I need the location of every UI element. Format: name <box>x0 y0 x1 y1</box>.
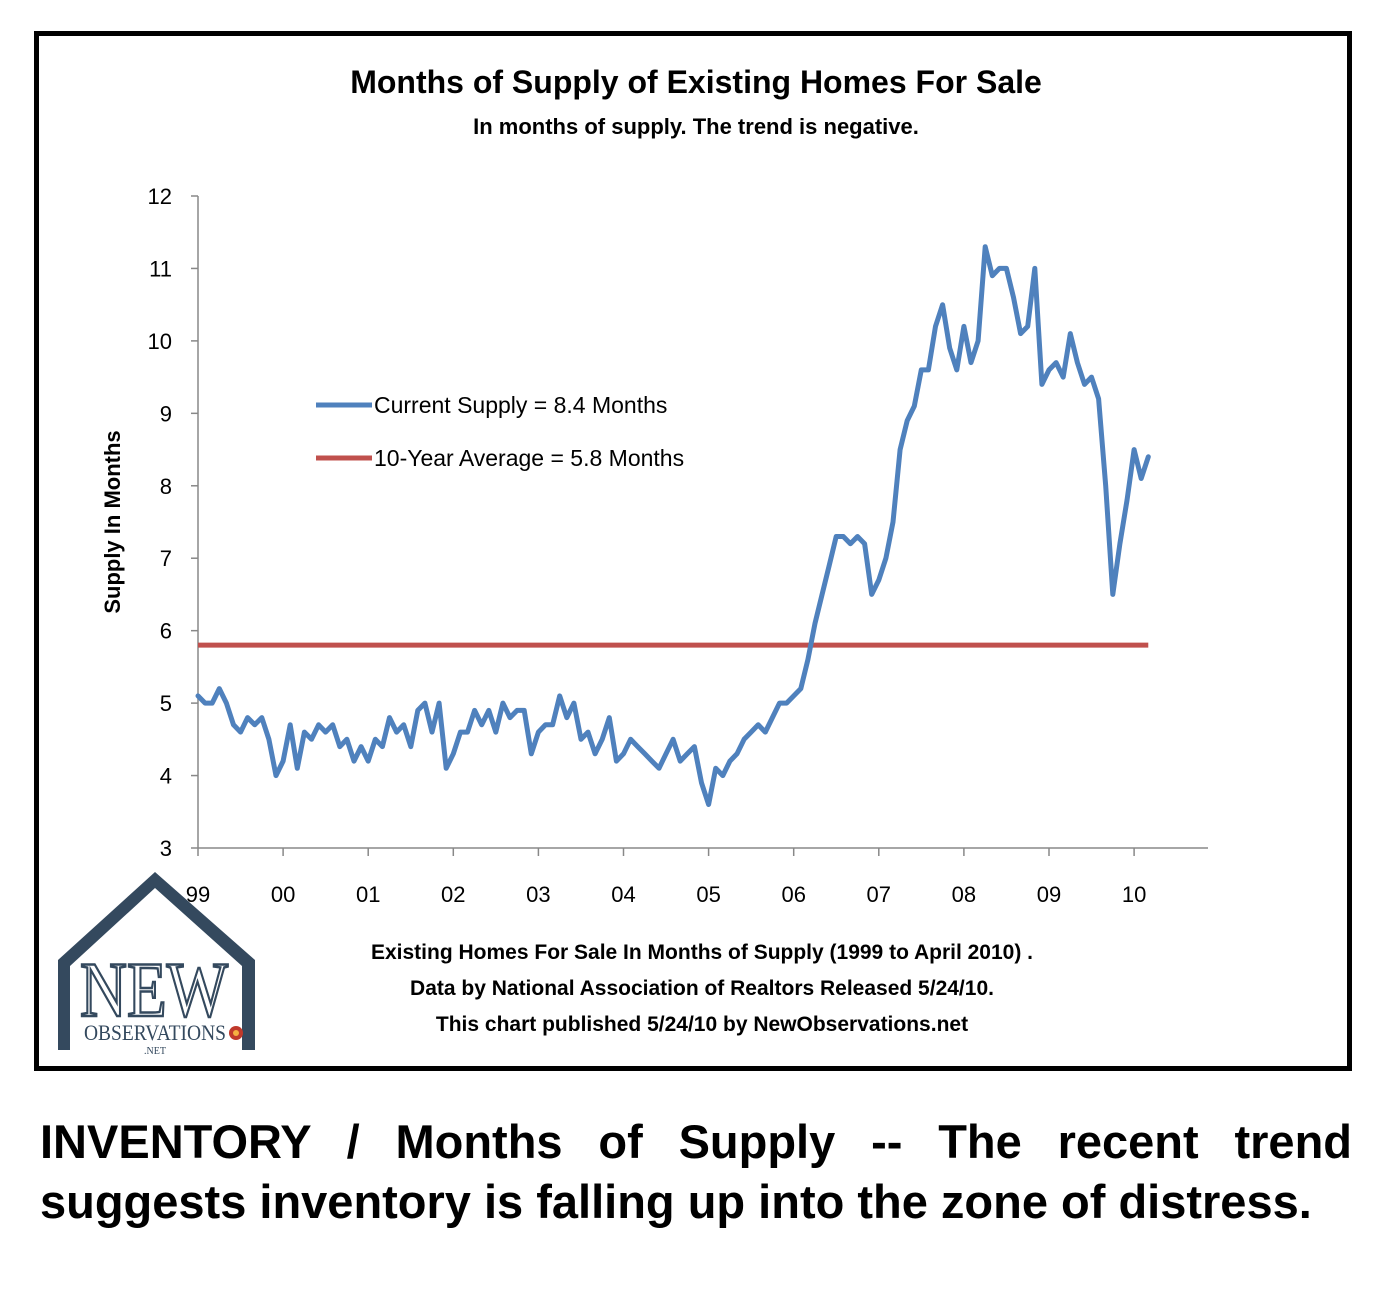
x-tick-label: 01 <box>356 882 380 907</box>
chart-subtitle: In months of supply. The trend is negati… <box>473 114 919 139</box>
y-tick-label: 5 <box>160 691 172 716</box>
chart: Months of Supply of Existing Homes For S… <box>100 64 1208 1036</box>
series <box>195 244 1151 807</box>
logo-house-outline <box>58 872 255 1050</box>
y-tick-label: 12 <box>148 184 172 209</box>
y-tick-label: 4 <box>160 764 172 789</box>
x-tick-label: 00 <box>271 882 295 907</box>
commentary-text: INVENTORY / Months of Supply -- The rece… <box>40 1115 1352 1228</box>
y-tick-label: 7 <box>160 546 172 571</box>
chart-frame <box>34 31 1352 1071</box>
caption-line-2: Data by National Association of Realtors… <box>410 977 994 1000</box>
y-tick-label: 11 <box>149 256 172 281</box>
series-line-current-supply <box>195 244 1151 807</box>
legend-label-ten-year-average: 10-Year Average = 5.8 Months <box>374 445 684 471</box>
axes <box>197 196 1208 849</box>
x-tick-label: 07 <box>867 882 891 907</box>
caption-line-1: Existing Homes For Sale In Months of Sup… <box>371 941 1033 964</box>
x-tick-label: 04 <box>611 882 635 907</box>
y-ticks: 3 4 5 6 7 8 9 10 11 12 <box>148 184 198 861</box>
x-tick-label: 10 <box>1122 882 1146 907</box>
x-tick-label: 05 <box>696 882 720 907</box>
logo-suffix: .NET <box>144 1046 166 1057</box>
x-ticks: 99 00 01 02 03 04 05 06 07 08 09 10 <box>186 848 1146 907</box>
y-tick-label: 9 <box>160 401 172 426</box>
y-tick-label: 10 <box>148 329 172 354</box>
caption: Existing Homes For Sale In Months of Sup… <box>371 941 1033 1036</box>
caption-line-3: This chart published 5/24/10 by NewObser… <box>436 1013 968 1036</box>
x-tick-label: 09 <box>1037 882 1061 907</box>
chart-title: Months of Supply of Existing Homes For S… <box>350 64 1042 100</box>
x-tick-label: 08 <box>952 882 976 907</box>
x-tick-label: 06 <box>781 882 805 907</box>
x-tick-label: 03 <box>526 882 550 907</box>
legend-label-current-supply: Current Supply = 8.4 Months <box>374 392 667 418</box>
logo-word: NEW <box>80 946 228 1033</box>
newobservations-logo: NEW OBSERVATIONS .NET <box>58 872 255 1057</box>
legend: Current Supply = 8.4 Months 10-Year Aver… <box>316 392 684 471</box>
y-axis-label: Supply In Months <box>100 430 125 613</box>
y-tick-label: 6 <box>160 619 172 644</box>
y-tick-label: 3 <box>160 836 172 861</box>
logo-sunburst-center-icon <box>233 1030 239 1036</box>
x-tick-label: 02 <box>441 882 465 907</box>
logo-brand: OBSERVATIONS <box>84 1020 226 1045</box>
y-tick-label: 8 <box>160 474 172 499</box>
